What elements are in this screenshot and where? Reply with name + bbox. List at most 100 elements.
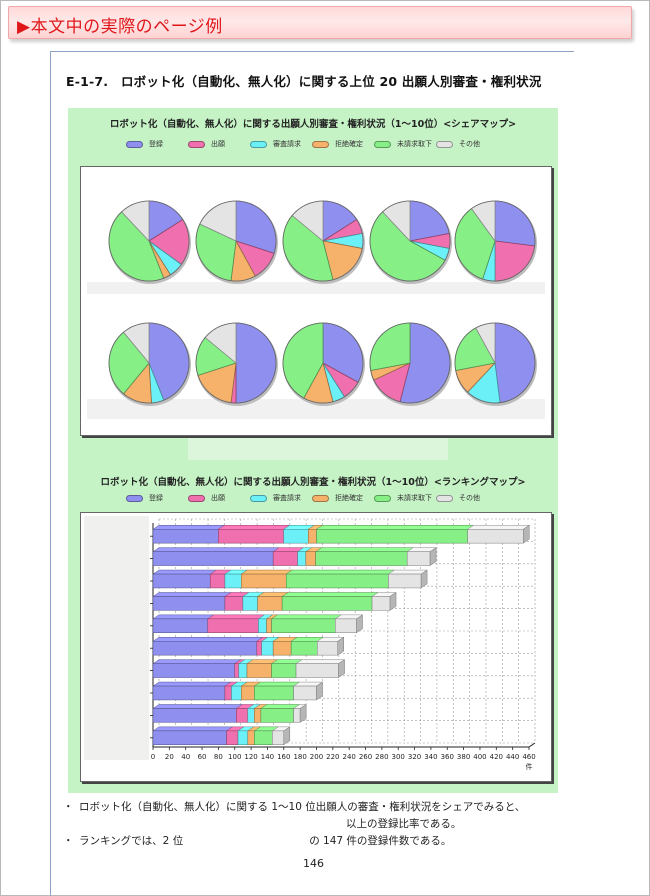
bar-segment — [335, 618, 357, 633]
pie — [454, 200, 537, 284]
legend-item: その他 — [436, 492, 480, 504]
bar-segment — [152, 708, 237, 723]
legend-item: 未請求取下 — [374, 492, 432, 504]
bar-segment — [247, 708, 255, 723]
bar-segment — [152, 730, 227, 745]
bar-segment — [406, 551, 431, 566]
bullet-continuation: 以上の登録比率である。 — [346, 818, 462, 830]
bar-top — [152, 681, 232, 687]
legend-label: 拒絶確定 — [335, 140, 363, 148]
pie-outline — [454, 200, 536, 282]
bar-side — [420, 569, 428, 589]
x-tick-label: 260 — [359, 753, 372, 761]
bar-segment — [246, 663, 272, 678]
bar-segment — [152, 641, 258, 656]
x-tick-label: 400 — [473, 753, 486, 761]
x-tick-label: 40 — [181, 753, 190, 761]
bar-segment — [283, 529, 309, 544]
bar-top — [152, 726, 234, 732]
bar-top — [466, 525, 531, 530]
bar-top — [152, 659, 242, 664]
bar-top — [315, 525, 475, 530]
pie — [282, 322, 365, 406]
legend-swatch — [250, 494, 267, 502]
bar-segment — [272, 730, 285, 745]
bar-segment — [231, 685, 242, 701]
section-banner: ▶本文中の実際のページ例 — [8, 6, 632, 39]
x-tick-label: 280 — [375, 753, 388, 761]
pie-outline — [454, 322, 536, 404]
bar-segment — [238, 663, 248, 678]
legend-label: その他 — [459, 494, 480, 502]
bar-top — [152, 569, 218, 575]
bar-top — [295, 659, 346, 664]
bar-segment — [247, 730, 255, 745]
pie-slice — [494, 200, 536, 247]
bar-segment — [317, 641, 338, 656]
ranking-map-chart: 0 20 40 60 80 100 120 140 160 180 200 220 240 260 280 3… — [150, 518, 536, 771]
bar-segment — [224, 596, 244, 611]
bar-segment — [293, 708, 301, 723]
bar-segment — [254, 730, 273, 745]
bar-top — [217, 525, 291, 530]
bar-segment — [241, 685, 255, 701]
share-map-frame — [80, 166, 552, 436]
bar-segment — [236, 708, 249, 723]
x-tick-label: 300 — [392, 753, 405, 761]
bar-top — [152, 592, 232, 597]
legend-swatch — [250, 140, 267, 148]
bar-top — [240, 569, 294, 575]
x-tick-label: 120 — [244, 753, 257, 761]
bar-segment — [256, 641, 262, 656]
x-tick-label: 440 — [506, 753, 519, 761]
pie-slice — [369, 322, 411, 371]
legend-item: 出願 — [188, 492, 225, 504]
pie-slice — [235, 322, 277, 404]
legend-label: 登録 — [149, 140, 163, 148]
bar-side — [429, 547, 437, 567]
pie-outline — [282, 200, 364, 282]
bar-side — [316, 681, 323, 701]
bar-segment — [285, 573, 389, 589]
share-map-legend: 登録 出願 審査請求 拒絶確定 未請求取下 その他 — [126, 138, 506, 150]
pie-outline — [195, 200, 277, 282]
bar-segment — [152, 663, 235, 678]
bar-segment — [254, 685, 294, 701]
bar-top — [152, 525, 226, 530]
pie — [195, 200, 278, 284]
legend-item: 拒絶確定 — [312, 138, 363, 150]
x-tick-label: 200 — [310, 753, 323, 761]
legend-swatch — [436, 494, 453, 502]
bar-side — [337, 636, 344, 656]
legend-label: 未請求取下 — [397, 140, 432, 148]
figure-area: ロボット化（自動化、無人化）に関する出願人別審査・権利状況（1～10位）<シェア… — [68, 108, 558, 793]
banner-title: ▶本文中の実際のページ例 — [17, 17, 223, 37]
document-page — [50, 51, 574, 896]
legend-swatch — [312, 494, 329, 502]
bar-segment — [260, 708, 294, 723]
x-tick-label: 80 — [214, 753, 223, 761]
bar-segment — [315, 551, 408, 566]
bullet-text: ロボット化（自動化、無人化）に関する 1～10 位出願人の審査・権利状況をシェア… — [79, 801, 526, 813]
pie-outline — [195, 322, 277, 404]
bar-side — [338, 659, 345, 679]
bar-segment — [152, 573, 211, 589]
legend-label: 出願 — [211, 140, 225, 148]
bar-top — [270, 614, 343, 620]
legend-label: その他 — [459, 140, 480, 148]
legend-swatch — [436, 140, 453, 148]
legend-item: 登録 — [126, 492, 163, 504]
bullet-item: ・ランキングでは、2 位 の 147 件の登録件数である。 — [63, 835, 452, 847]
bar-segment — [254, 708, 262, 723]
legend-item: 登録 — [126, 138, 163, 150]
bar-segment — [293, 685, 317, 701]
bar-segment — [224, 685, 232, 701]
x-tick-label: 160 — [277, 753, 290, 761]
pie-outline — [108, 200, 190, 282]
x-tick-label: 220 — [326, 753, 339, 761]
bar-side — [299, 703, 307, 723]
pie — [282, 200, 365, 284]
page-number: 146 — [303, 857, 324, 870]
x-tick-label: 100 — [228, 753, 241, 761]
